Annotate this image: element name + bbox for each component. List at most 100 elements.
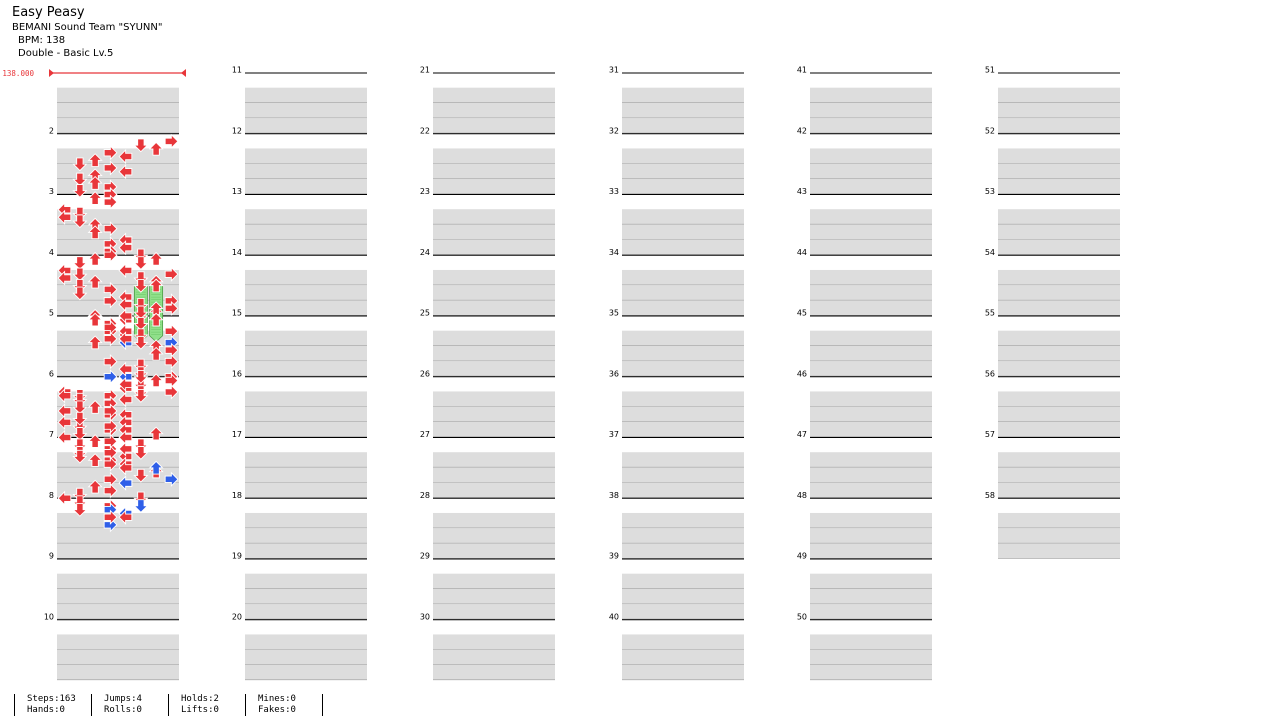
beat-band	[433, 649, 555, 665]
measure-number: 19	[232, 552, 242, 561]
beat-band	[245, 148, 367, 164]
beat-band	[245, 300, 367, 316]
measure-number: 16	[232, 369, 242, 378]
beat-band	[433, 118, 555, 134]
step-arrow	[118, 376, 133, 392]
step-arrow	[87, 153, 103, 167]
beat-band	[810, 118, 932, 134]
beat-band	[810, 87, 932, 103]
stats-bar: Steps:163 Hands:0 Jumps:4 Rolls:0 Holds:…	[14, 694, 323, 716]
beat-band	[57, 452, 179, 468]
beat-band	[57, 421, 179, 437]
beat-band	[433, 300, 555, 316]
arrow-shape	[103, 509, 118, 525]
step-arrow	[118, 262, 133, 279]
arrow-shape	[164, 133, 179, 149]
beat-band	[245, 178, 367, 194]
measure-number: 17	[232, 430, 242, 439]
arrow-shape	[133, 499, 149, 513]
arrow-shape	[118, 475, 133, 491]
beat-band	[433, 361, 555, 377]
measure-number: 3	[49, 187, 54, 196]
beat-band	[622, 102, 744, 118]
step-arrow	[72, 267, 88, 282]
step-arrow	[133, 248, 149, 263]
beat-band	[433, 406, 555, 422]
step-arrow	[148, 141, 164, 156]
beat-band	[998, 239, 1120, 255]
measure-number: 46	[797, 369, 807, 378]
arrow-shape	[103, 369, 118, 385]
step-arrow	[103, 194, 118, 210]
step-arrow	[133, 297, 149, 312]
arrow-shape	[133, 468, 149, 483]
step-arrow	[57, 270, 72, 286]
measure-number: 56	[985, 369, 995, 378]
beat-band	[433, 148, 555, 164]
bpm-marker-end	[181, 69, 186, 77]
beat-band	[810, 269, 932, 285]
arrow-shape	[72, 487, 88, 502]
beat-band	[57, 224, 179, 240]
arrow-shape	[118, 376, 133, 392]
measure-number: 18	[232, 491, 242, 500]
measure-number: 20	[232, 612, 242, 621]
beat-band	[810, 285, 932, 301]
beat-band	[433, 467, 555, 483]
step-arrow	[87, 274, 103, 289]
beat-band	[622, 118, 744, 134]
beat-band	[245, 573, 367, 589]
arrow-shape	[148, 346, 164, 361]
arrow-shape	[87, 312, 103, 327]
beat-band	[622, 87, 744, 103]
beat-band	[57, 573, 179, 589]
step-arrow	[133, 491, 149, 506]
arrow-shape	[118, 441, 133, 457]
beat-band	[810, 649, 932, 665]
beat-band	[622, 163, 744, 179]
arrow-shape	[87, 399, 103, 414]
beat-band	[998, 148, 1120, 164]
measure-number: 26	[420, 369, 430, 378]
arrow-shape	[118, 308, 133, 324]
measure-number: 34	[609, 248, 619, 257]
beat-band	[810, 664, 932, 680]
beat-band	[810, 178, 932, 194]
beat-band	[810, 634, 932, 650]
arrow-shape	[133, 256, 149, 270]
beat-band	[622, 421, 744, 437]
step-arrow	[118, 331, 133, 347]
step-arrow	[57, 209, 72, 225]
beat-band	[998, 482, 1120, 498]
arrow-shape	[72, 256, 88, 270]
step-arrow	[164, 353, 179, 370]
step-arrow	[118, 148, 133, 165]
beat-band	[245, 102, 367, 118]
arrow-shape	[118, 361, 133, 377]
step-arrow	[103, 509, 118, 525]
beat-band	[998, 118, 1120, 134]
step-arrow	[103, 418, 118, 434]
beat-band	[57, 649, 179, 665]
step-arrow	[103, 319, 118, 335]
arrow-shape	[72, 267, 88, 282]
beat-band	[622, 467, 744, 483]
step-arrow	[57, 490, 72, 506]
measure-number: 45	[797, 309, 807, 318]
measure-number: 23	[420, 187, 430, 196]
beat-band	[622, 573, 744, 589]
step-arrow	[57, 429, 72, 446]
beat-band	[622, 528, 744, 544]
beat-band	[57, 361, 179, 377]
beat-band	[433, 604, 555, 620]
arrow-shape	[133, 297, 149, 312]
measure-number: 21	[420, 66, 430, 75]
arrow-shape	[164, 300, 179, 316]
beat-band	[433, 664, 555, 680]
step-arrow	[87, 175, 103, 190]
arrow-shape	[133, 446, 149, 460]
beat-band	[810, 482, 932, 498]
measure-number: 33	[609, 187, 619, 196]
beat-band	[433, 421, 555, 437]
beat-band	[810, 528, 932, 544]
